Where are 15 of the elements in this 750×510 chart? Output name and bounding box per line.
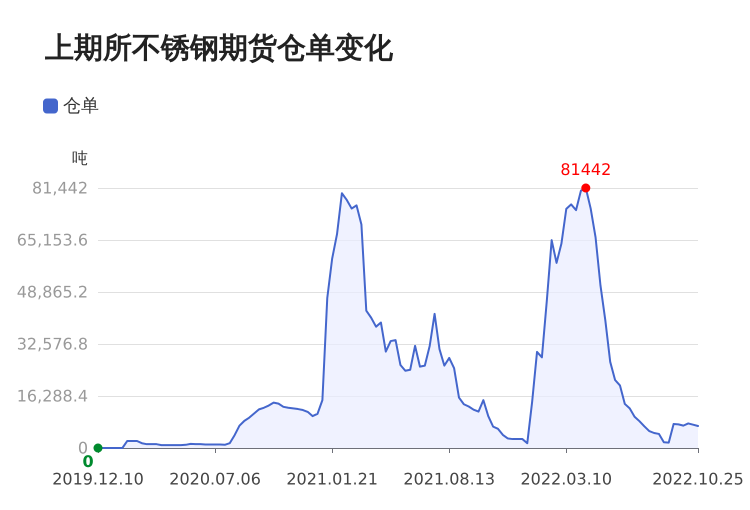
chart-title: 上期所不锈钢期货仓单变化 <box>44 30 394 64</box>
x-tick-label: 2020.07.06 <box>169 470 261 488</box>
y-tick-label: 81,442 <box>32 178 88 198</box>
y-tick-label: 32,576.8 <box>16 334 88 354</box>
annotation: 81442 <box>560 160 612 179</box>
x-tick-label: 2021.01.21 <box>286 470 378 488</box>
y-tick-label: 65,153.6 <box>16 230 88 250</box>
y-tick-label: 48,865.2 <box>16 282 88 302</box>
x-tick-label: 2019.12.10 <box>52 470 144 488</box>
x-tick-label: 2022.03.10 <box>520 470 612 488</box>
y-tick-label: 16,288.4 <box>16 386 88 406</box>
legend-label: 仓单 <box>63 96 99 116</box>
x-tick-label: 2022.10.25 <box>652 470 744 488</box>
y-axis-title: 吨 <box>72 148 88 168</box>
x-tick-label: 2021.08.13 <box>403 470 496 488</box>
